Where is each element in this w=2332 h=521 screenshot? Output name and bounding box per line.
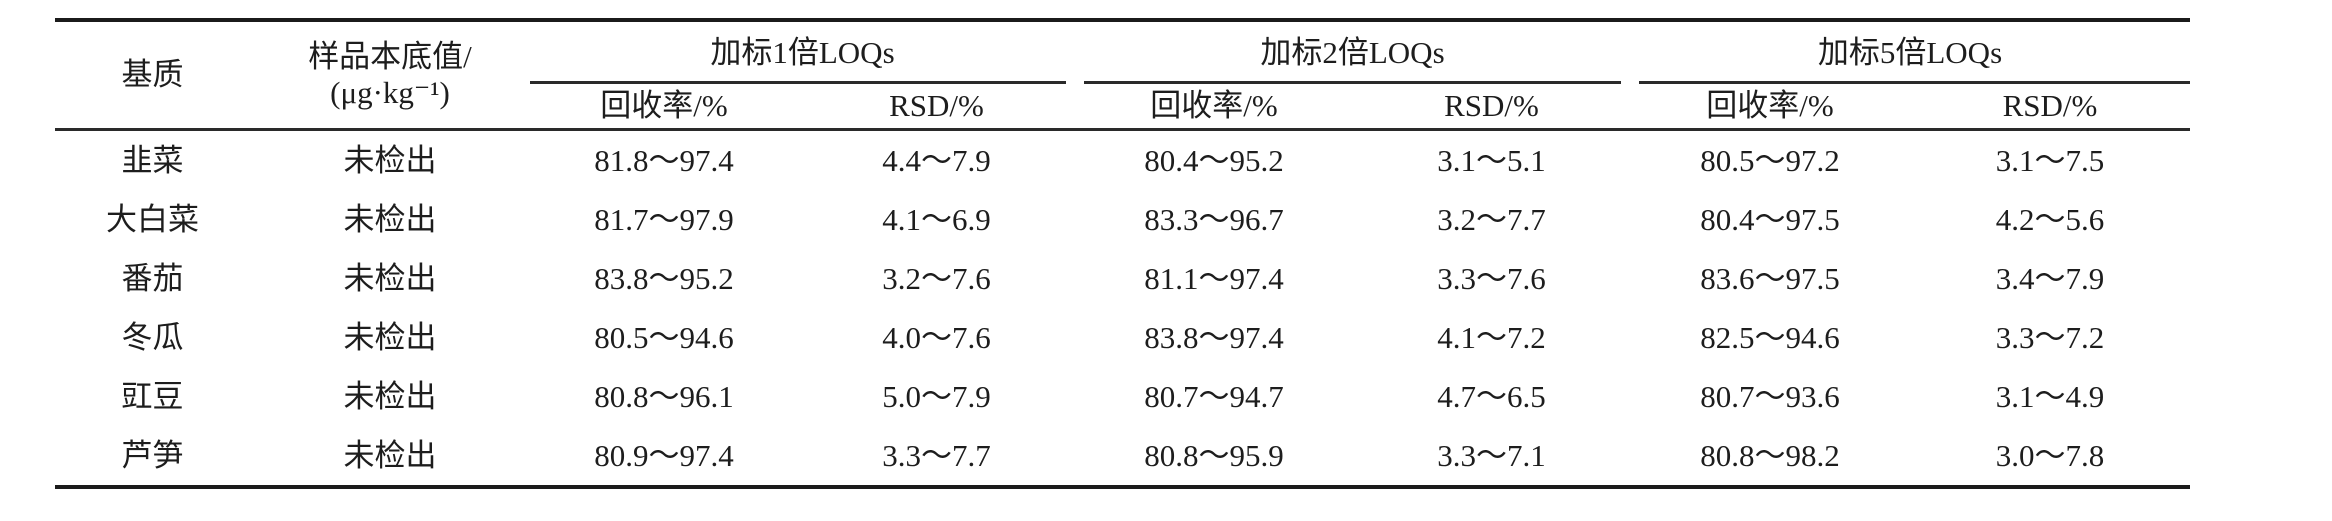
table-body: 韭菜 未检出 81.8～97.4 4.4～7.9 80.4～95.2 3.1～5… — [55, 130, 2190, 488]
rsd-5x-column-header: RSD/% — [1910, 84, 2190, 131]
table-row: 韭菜 未检出 81.8～97.4 4.4～7.9 80.4～95.2 3.1～5… — [55, 130, 2190, 191]
recovery-5x-cell: 80.7～93.6 — [1700, 378, 1840, 414]
rsd-2x-column-header: RSD/% — [1353, 84, 1630, 131]
table-row: 芦笋 未检出 80.9～97.4 3.3～7.7 80.8～95.9 3.3～7… — [55, 426, 2190, 487]
rsd-2x-cell: 3.2～7.7 — [1437, 201, 1546, 237]
background-cell: 未检出 — [343, 260, 437, 296]
rsd-2x-cell: 3.1～5.1 — [1437, 142, 1546, 178]
recovery-5x-cell: 80.5～97.2 — [1700, 142, 1840, 178]
table-row: 冬瓜 未检出 80.5～94.6 4.0～7.6 83.8～97.4 4.1～7… — [55, 308, 2190, 367]
recovery-2x-column-header: 回收率/% — [1075, 84, 1353, 131]
header-sub-row: 回收率/% RSD/% 回收率/% RSD/% 回收率/% RSD/% — [55, 84, 2190, 131]
background-cell: 未检出 — [343, 142, 437, 178]
matrix-cell: 番茄 — [121, 260, 184, 296]
recovery-2x-cell: 81.1～97.4 — [1144, 260, 1284, 296]
recovery-rsd-table: 基质 样品本底值/ (μg·kg⁻¹) 加标1倍LOQs 加标2倍LOQs 加标… — [55, 18, 2190, 489]
rsd-5x-cell: 3.1～7.5 — [1995, 142, 2105, 178]
recovery-1x-cell: 80.9～97.4 — [594, 437, 734, 473]
recovery-1x-cell: 81.8～97.4 — [594, 142, 734, 178]
header-group-row: 基质 样品本底值/ (μg·kg⁻¹) 加标1倍LOQs 加标2倍LOQs 加标… — [55, 20, 2190, 131]
recovery-1x-column-header: 回收率/% — [530, 84, 798, 131]
rsd-1x-cell: 4.0～7.6 — [882, 319, 991, 355]
rsd-1x-cell: 3.3～7.7 — [882, 437, 991, 473]
recovery-1x-cell: 83.8～95.2 — [594, 260, 734, 296]
recovery-5x-cell: 80.4～97.5 — [1700, 201, 1840, 237]
background-cell: 未检出 — [343, 378, 437, 414]
table-row: 豇豆 未检出 80.8～96.1 5.0～7.9 80.7～94.7 4.7～6… — [55, 367, 2190, 426]
recovery-5x-cell: 80.8～98.2 — [1700, 437, 1840, 473]
rsd-5x-cell: 3.1～4.9 — [1995, 378, 2105, 414]
table-row: 番茄 未检出 83.8～95.2 3.2～7.6 81.1～97.4 3.3～7… — [55, 249, 2190, 308]
recovery-2x-cell: 83.8～97.4 — [1144, 319, 1284, 355]
rsd-1x-cell: 4.4～7.9 — [882, 142, 991, 178]
rsd-2x-cell: 4.1～7.2 — [1437, 319, 1546, 355]
recovery-1x-cell: 81.7～97.9 — [594, 201, 734, 237]
table-row: 大白菜 未检出 81.7～97.9 4.1～6.9 83.3～96.7 3.2～… — [55, 190, 2190, 249]
matrix-cell: 冬瓜 — [121, 319, 184, 355]
rsd-1x-cell: 5.0～7.9 — [882, 378, 991, 414]
spike-2x-loqs-group-header: 加标2倍LOQs — [1075, 20, 1630, 84]
rsd-1x-cell: 4.1～6.9 — [882, 201, 991, 237]
background-value-unit: (μg·kg⁻¹) — [330, 75, 450, 110]
matrix-cell: 大白菜 — [106, 201, 199, 237]
background-cell: 未检出 — [343, 437, 437, 473]
recovery-2x-cell: 80.7～94.7 — [1144, 378, 1284, 414]
spike-5x-loqs-group-header: 加标5倍LOQs — [1630, 20, 2190, 84]
rsd-1x-cell: 3.2～7.6 — [882, 260, 991, 296]
rsd-5x-cell: 4.2～5.6 — [1995, 201, 2105, 237]
recovery-rsd-table-container: 基质 样品本底值/ (μg·kg⁻¹) 加标1倍LOQs 加标2倍LOQs 加标… — [55, 18, 2190, 489]
rsd-5x-cell: 3.3～7.2 — [1995, 319, 2105, 355]
rsd-5x-cell: 3.0～7.8 — [1995, 437, 2105, 473]
matrix-cell: 芦笋 — [121, 437, 184, 473]
rsd-2x-cell: 3.3～7.6 — [1437, 260, 1546, 296]
recovery-5x-cell: 82.5～94.6 — [1700, 319, 1840, 355]
rsd-2x-cell: 3.3～7.1 — [1437, 437, 1546, 473]
recovery-5x-column-header: 回收率/% — [1630, 84, 1910, 131]
matrix-cell: 韭菜 — [121, 142, 184, 178]
background-value-column-header: 样品本底值/ (μg·kg⁻¹) — [250, 20, 530, 131]
spike-1x-loqs-group-header: 加标1倍LOQs — [530, 20, 1075, 84]
matrix-cell: 豇豆 — [121, 378, 184, 414]
background-cell: 未检出 — [343, 319, 437, 355]
table-header: 基质 样品本底值/ (μg·kg⁻¹) 加标1倍LOQs 加标2倍LOQs 加标… — [55, 20, 2190, 131]
recovery-1x-cell: 80.8～96.1 — [594, 378, 734, 414]
matrix-column-header: 基质 — [55, 20, 250, 131]
recovery-2x-cell: 80.4～95.2 — [1144, 142, 1284, 178]
background-value-label: 样品本底值/ — [308, 39, 472, 75]
recovery-2x-cell: 83.3～96.7 — [1144, 201, 1284, 237]
recovery-5x-cell: 83.6～97.5 — [1700, 260, 1840, 296]
background-cell: 未检出 — [343, 201, 437, 237]
recovery-2x-cell: 80.8～95.9 — [1144, 437, 1284, 473]
recovery-1x-cell: 80.5～94.6 — [594, 319, 734, 355]
rsd-5x-cell: 3.4～7.9 — [1995, 260, 2105, 296]
rsd-1x-column-header: RSD/% — [798, 84, 1075, 131]
rsd-2x-cell: 4.7～6.5 — [1437, 378, 1546, 414]
